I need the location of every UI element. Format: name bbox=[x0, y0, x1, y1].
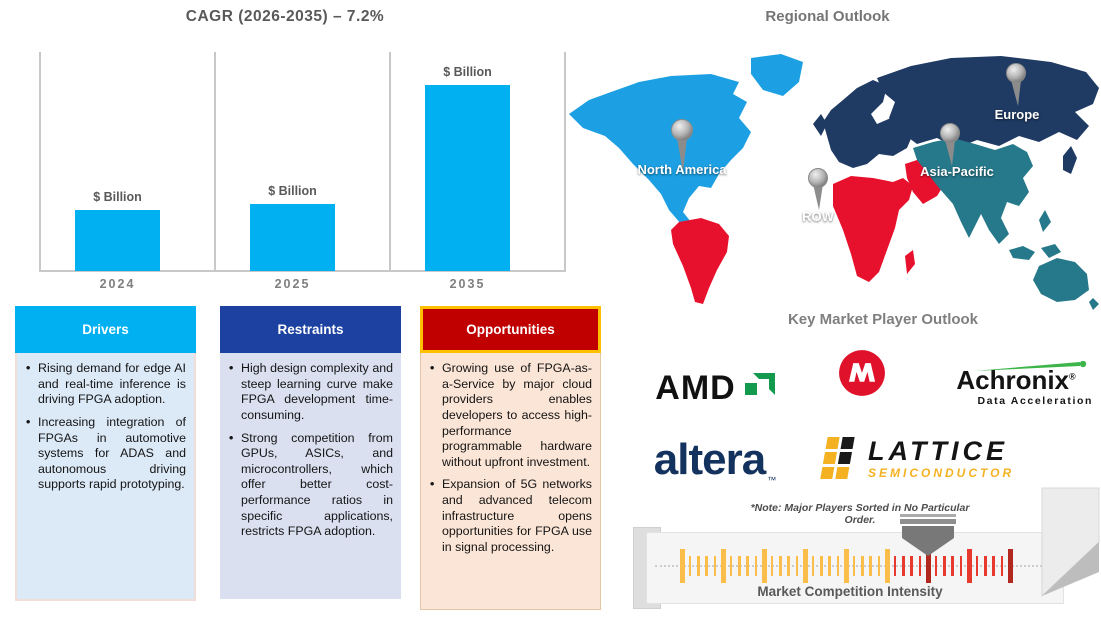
drivers-bullet-2: Increasing integration of FPGAs in autom… bbox=[25, 415, 186, 493]
altera-logo: altera ™ bbox=[634, 427, 796, 493]
map-label-europe: Europe bbox=[994, 107, 1040, 122]
opportunities-box: Opportunities Growing use of FPGA-as-a-S… bbox=[420, 306, 601, 610]
lattice-blocks-icon bbox=[820, 437, 855, 479]
drivers-bullet-1: Rising demand for edge AI and real-time … bbox=[25, 361, 186, 408]
map-label-asia-pacific: Asia-Pacific bbox=[920, 164, 994, 179]
drivers-box: Drivers Rising demand for edge AI and re… bbox=[15, 306, 196, 601]
opportunities-bullet-1: Growing use of FPGA-as-a-Service by majo… bbox=[429, 361, 592, 470]
region-north-america bbox=[569, 74, 751, 232]
region-madagascar bbox=[905, 250, 915, 274]
trademark-mark: ™ bbox=[767, 475, 777, 485]
achronix-tagline: Data Acceleration bbox=[977, 395, 1093, 407]
region-new-zealand bbox=[1089, 298, 1099, 310]
opportunities-bullet-2: Expansion of 5G networks and advanced te… bbox=[429, 477, 592, 555]
registered-mark: ® bbox=[1069, 371, 1076, 382]
restraints-bullet-2: Strong competition from GPUs, ASICs, and… bbox=[228, 431, 393, 540]
bar-2024 bbox=[75, 210, 160, 271]
chart-baseline bbox=[39, 270, 566, 272]
lattice-logo-text: LATTICE bbox=[868, 436, 1008, 466]
amd-logo: AMD bbox=[640, 355, 790, 421]
region-asia bbox=[913, 138, 1033, 244]
world-map bbox=[569, 54, 1099, 310]
gauge-ribbon-fold bbox=[1041, 487, 1100, 598]
pin-europe bbox=[1006, 63, 1026, 106]
bar-value-label-1: $ Billion bbox=[268, 184, 317, 198]
region-indonesia-east bbox=[1041, 244, 1061, 258]
restraints-box: Restraints High design complexity and st… bbox=[220, 306, 401, 599]
opportunities-body: Growing use of FPGA-as-a-Service by majo… bbox=[420, 353, 601, 610]
gauge-dotted-line bbox=[655, 565, 1050, 567]
microchip-logo-icon bbox=[839, 350, 885, 396]
region-japan bbox=[1063, 146, 1077, 174]
amd-logo-text: AMD bbox=[655, 368, 736, 407]
lattice-text-column: LATTICE SEMICONDUCTOR bbox=[868, 436, 1015, 481]
restraints-bullet-1: High design complexity and steep learnin… bbox=[228, 361, 393, 424]
pin-row bbox=[808, 168, 828, 210]
drivers-body: Rising demand for edge AI and real-time … bbox=[15, 353, 196, 601]
region-philippines bbox=[1039, 210, 1051, 232]
drivers-header: Drivers bbox=[15, 306, 196, 353]
category-label-2025: 2025 bbox=[274, 277, 311, 291]
region-indonesia bbox=[1009, 246, 1035, 260]
region-russia bbox=[877, 56, 1099, 148]
chart-title: CAGR (2026-2035) – 7.2% bbox=[185, 8, 385, 25]
altera-logo-text: altera bbox=[653, 435, 766, 484]
map-label-row: ROW bbox=[802, 209, 834, 224]
region-uk bbox=[813, 114, 827, 136]
region-africa bbox=[833, 176, 913, 282]
lattice-logo-subtext: SEMICONDUCTOR bbox=[868, 466, 1015, 480]
chart-panel-divider bbox=[389, 52, 391, 271]
achronix-logo: Achronix® Data Acceleration bbox=[933, 356, 1099, 418]
restraints-body: High design complexity and steep learnin… bbox=[220, 353, 401, 599]
bar-2025 bbox=[250, 204, 335, 271]
map-label-north-america: North America bbox=[637, 162, 727, 177]
region-south-america bbox=[671, 218, 729, 304]
category-label-2035: 2035 bbox=[449, 277, 486, 291]
region-greenland bbox=[751, 54, 803, 96]
lattice-logo: LATTICE SEMICONDUCTOR bbox=[820, 431, 1050, 487]
chart-axis-right bbox=[564, 52, 566, 271]
regional-outlook-title: Regional Outlook bbox=[765, 8, 890, 25]
pin-north-america bbox=[671, 119, 693, 172]
gauge-pointer-icon bbox=[900, 514, 956, 556]
bar-value-label-0: $ Billion bbox=[93, 190, 142, 204]
bar-value-label-2: $ Billion bbox=[443, 65, 492, 79]
gauge-label: Market Competition Intensity bbox=[757, 584, 943, 599]
achronix-logo-text: Achronix® bbox=[956, 365, 1076, 395]
chart-axis-left bbox=[39, 52, 41, 271]
key-market-player-title: Key Market Player Outlook bbox=[787, 311, 979, 328]
players-note: *Note: Major Players Sorted in No Partic… bbox=[750, 502, 970, 526]
chart-panel-divider bbox=[214, 52, 216, 271]
region-australia bbox=[1033, 258, 1089, 302]
bar-2035 bbox=[425, 85, 510, 271]
opportunities-header: Opportunities bbox=[420, 306, 601, 353]
region-europe bbox=[823, 80, 913, 168]
category-label-2024: 2024 bbox=[99, 277, 136, 291]
pin-asia-pacific bbox=[940, 123, 960, 166]
amd-arrow-icon bbox=[744, 373, 775, 395]
achronix-swoosh-icon bbox=[974, 361, 1087, 371]
restraints-header: Restraints bbox=[220, 306, 401, 353]
